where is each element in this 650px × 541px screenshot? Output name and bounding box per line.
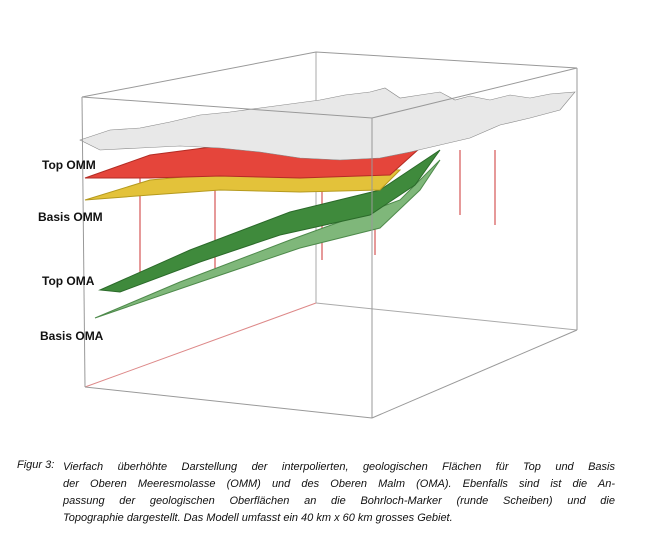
surface-label: Top OMM xyxy=(42,158,96,172)
caption-label: Figur 3: xyxy=(17,459,55,471)
surface-basis-oma xyxy=(94,159,441,319)
surface-label: Basis OMA xyxy=(40,329,104,343)
caption-line: Topographie dargestellt. Das Modell umfa… xyxy=(63,512,453,524)
box-front xyxy=(81,51,578,419)
surface-top-oma xyxy=(98,149,441,293)
caption-line: der Oberen Meeresmolasse (OMM) und des O… xyxy=(63,478,615,490)
caption-line: passung der geologischen Oberflächen an … xyxy=(63,495,615,507)
caption-line: Vierfach überhöhte Darstellung der inter… xyxy=(63,461,615,473)
topography xyxy=(79,87,576,161)
surface-label: Basis OMM xyxy=(38,210,103,224)
surface-label: Top OMA xyxy=(42,274,95,288)
figure-3d: Top OMM Basis OMM Top OMA Basis OMA xyxy=(38,51,578,419)
caption: Vierfach überhöhte Darstellung der inter… xyxy=(63,459,615,527)
